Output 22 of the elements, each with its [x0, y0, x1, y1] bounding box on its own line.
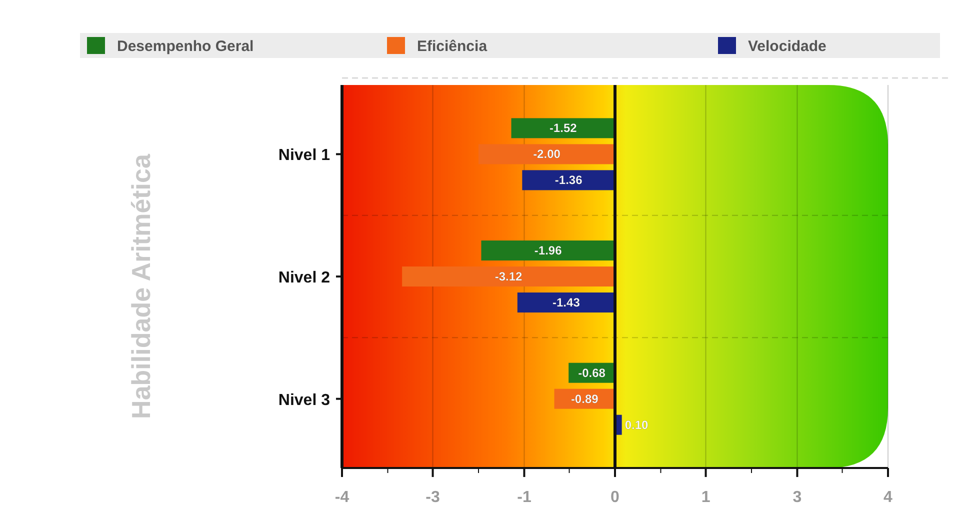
y-tick-label: Nivel 2: [278, 270, 330, 286]
legend-label: Eficiência: [417, 38, 488, 55]
legend-label: Desempenho Geral: [117, 38, 254, 55]
data-label: -1.43: [552, 296, 580, 310]
x-tick-label: 3: [792, 489, 802, 506]
x-tick-label: 0: [610, 489, 620, 506]
x-tick-label: -3: [426, 489, 440, 506]
data-label: -3.12: [494, 270, 523, 284]
data-label: -0.68: [578, 366, 606, 380]
data-label: -1.96: [534, 244, 562, 258]
legend-label: Velocidade: [748, 38, 826, 55]
x-tick-label: 4: [884, 489, 893, 506]
y-tick-label: Nivel 1: [278, 147, 330, 164]
y-tick-label: Nivel 3: [278, 392, 330, 409]
data-label: -1.52: [549, 121, 578, 136]
x-tick-label: -4: [334, 489, 350, 506]
x-tick-label: 1: [701, 489, 710, 506]
data-label: 0.10: [624, 418, 649, 432]
data-label: -1.36: [554, 173, 583, 188]
data-label: -2.00: [533, 147, 561, 162]
data-label: -0.89: [570, 392, 599, 406]
x-tick-label: -1: [517, 489, 532, 506]
